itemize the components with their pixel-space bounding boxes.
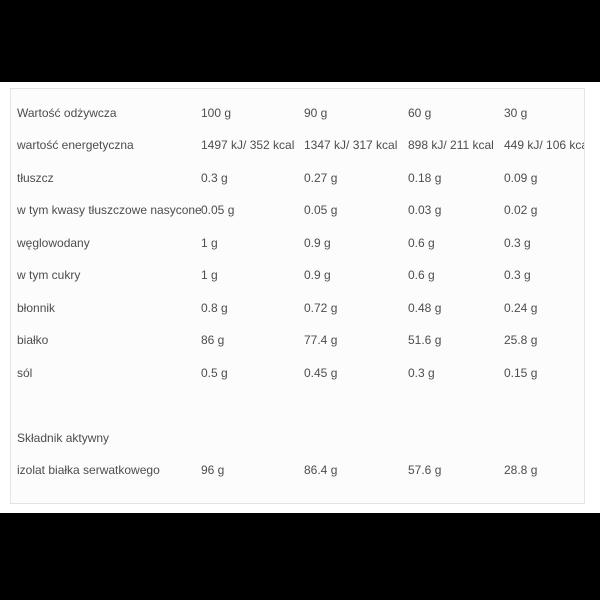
table-row: izolat białka serwatkowego 96 g 86.4 g 57.6… (11, 455, 584, 488)
row-label: w tym cukry (17, 268, 81, 283)
row-label: Wartość odżywcza (17, 105, 117, 120)
table-row: Wartość odżywcza 100 g 90 g 60 g 30 g (11, 97, 584, 130)
row-value: 0.3 g (504, 268, 531, 283)
row-value: 100 g (201, 105, 232, 120)
row-value: 86.4 g (304, 463, 338, 478)
row-value: 0.09 g (504, 170, 538, 185)
row-value: 0.8 g (201, 300, 228, 315)
row-value: 0.05 g (304, 203, 338, 218)
row-value: 0.6 g (408, 268, 435, 283)
row-value: 77.4 g (304, 333, 338, 348)
row-value: 1497 kJ/ 352 kcal (201, 138, 295, 153)
row-value: 0.3 g (201, 170, 228, 185)
bottom-letterbox-bar (0, 513, 600, 600)
table-row: białko 86 g 77.4 g 51.6 g 25.8 g (11, 325, 584, 358)
table-row: w tym cukry 1 g 0.9 g 0.6 g 0.3 g (11, 260, 584, 293)
row-value: 51.6 g (408, 333, 442, 348)
nutrition-table: Wartość odżywcza 100 g 90 g 60 g 30 g wartość… (10, 88, 585, 504)
row-label: tłuszcz (17, 170, 54, 185)
row-value: 57.6 g (408, 463, 442, 478)
row-value: 449 kJ/ 106 kcal (504, 138, 584, 153)
row-value: 1 g (201, 268, 218, 283)
row-value: 0.6 g (408, 235, 435, 250)
row-value: 0.18 g (408, 170, 442, 185)
table-row: tłuszcz 0.3 g 0.27 g 0.18 g 0.09 g (11, 162, 584, 195)
row-label: sól (17, 365, 33, 380)
row-label: błonnik (17, 300, 56, 315)
row-value: 898 kJ/ 211 kcal (408, 138, 494, 153)
row-value: 25.8 g (504, 333, 538, 348)
table-row: w tym kwasy tłuszczowe nasycone 0.05 g 0.0… (11, 195, 584, 228)
row-value: 0.15 g (504, 365, 538, 380)
row-value: 0.02 g (504, 203, 538, 218)
row-label: wartość energetyczna (17, 138, 134, 153)
row-label: w tym kwasy tłuszczowe nasycone (17, 203, 201, 218)
table-row: sól 0.5 g 0.45 g 0.3 g 0.15 g (11, 357, 584, 390)
row-value: 96 g (201, 463, 225, 478)
table-row (11, 390, 584, 423)
row-value: 0.9 g (304, 268, 331, 283)
table-row: węglowodany 1 g 0.9 g 0.6 g 0.3 g (11, 227, 584, 260)
row-value: 0.9 g (304, 235, 331, 250)
row-value: 0.24 g (504, 300, 538, 315)
row-value: 90 g (304, 105, 328, 120)
row-value: 0.45 g (304, 365, 338, 380)
table-row: Składnik aktywny (11, 422, 584, 455)
row-value: 0.27 g (304, 170, 338, 185)
row-value: 1347 kJ/ 317 kcal (304, 138, 398, 153)
row-value: 28.8 g (504, 463, 538, 478)
row-value: 60 g (408, 105, 432, 120)
table-row: błonnik 0.8 g 0.72 g 0.48 g 0.24 g (11, 292, 584, 325)
row-value: 86 g (201, 333, 225, 348)
row-value: 0.5 g (201, 365, 228, 380)
row-value: 0.3 g (408, 365, 435, 380)
row-value: 0.05 g (201, 203, 235, 218)
row-label: izolat białka serwatkowego (17, 463, 160, 478)
top-letterbox-bar (0, 0, 600, 82)
table-row: wartość energetyczna 1497 kJ/ 352 kcal 134… (11, 130, 584, 163)
row-value: 30 g (504, 105, 528, 120)
row-label: węglowodany (17, 235, 90, 250)
row-label: białko (17, 333, 49, 348)
row-value: 0.03 g (408, 203, 442, 218)
row-value: 0.48 g (408, 300, 442, 315)
row-value: 0.3 g (504, 235, 531, 250)
row-label: Składnik aktywny (17, 430, 110, 445)
row-value: 1 g (201, 235, 218, 250)
row-value: 0.72 g (304, 300, 338, 315)
